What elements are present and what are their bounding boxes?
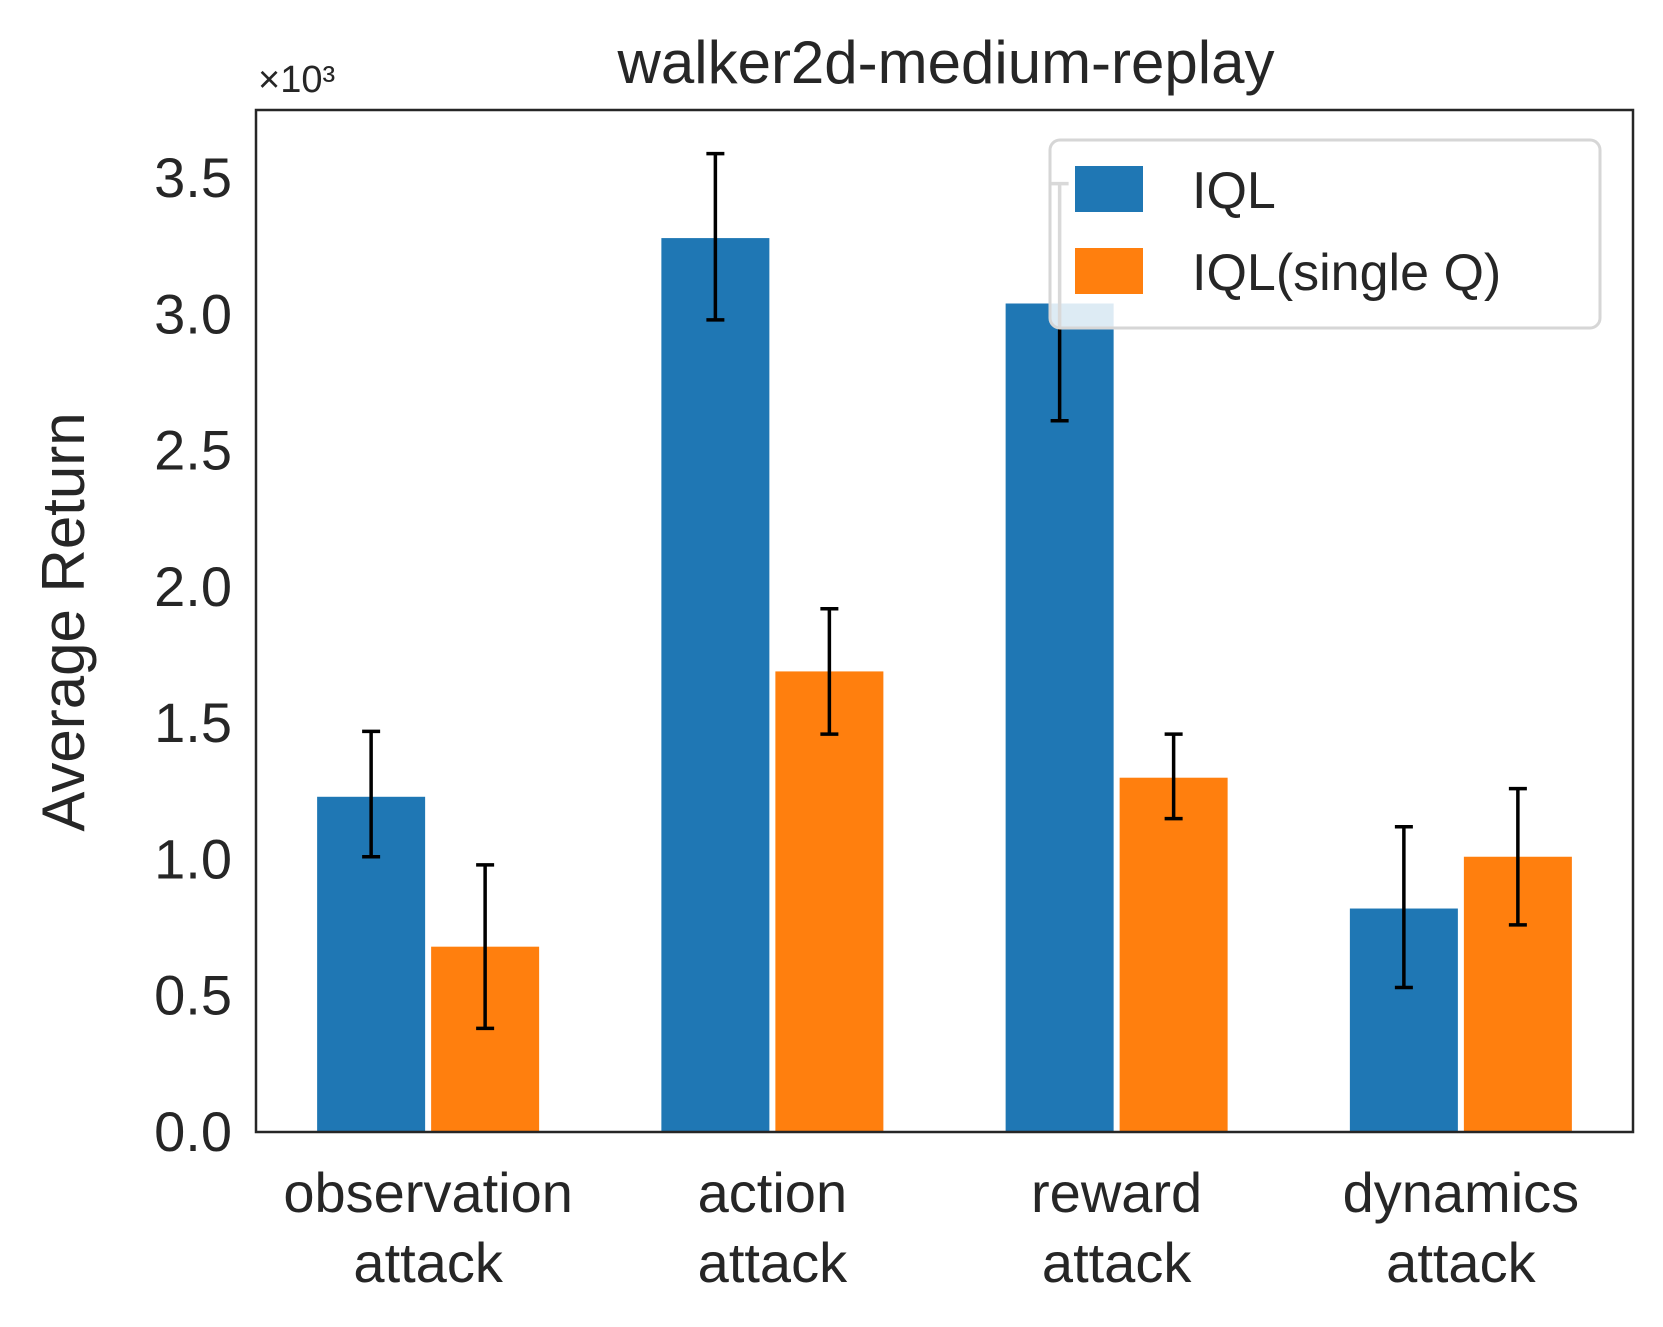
y-tick-label: 0.0: [154, 1100, 232, 1163]
x-tick-label: attack: [698, 1231, 848, 1294]
y-axis-label: Average Return: [30, 412, 97, 831]
legend-label: IQL(single Q): [1192, 244, 1501, 302]
x-axis-ticks: observation attack action attack reward attac…: [283, 1161, 1579, 1294]
y-tick-label: 1.5: [154, 691, 232, 754]
x-tick-label: attack: [1386, 1231, 1536, 1294]
chart-title: walker2d-medium-replay: [617, 29, 1275, 96]
y-tick-label: 2.0: [154, 555, 232, 618]
error-bars-layer: [362, 151, 1527, 1031]
x-tick-label: attack: [353, 1231, 503, 1294]
y-axis-ticks: 0.0 0.5 1.0 1.5 2.0 2.5 3.0 3.5: [154, 146, 232, 1163]
y-tick-label: 2.5: [154, 419, 232, 482]
bar-iql-single-q: [1119, 777, 1228, 1132]
legend-swatch: [1075, 248, 1143, 294]
bar-iql: [1005, 303, 1114, 1132]
legend-swatch: [1075, 166, 1143, 212]
y-tick-label: 3.0: [154, 282, 232, 345]
bars-layer: [317, 238, 1572, 1132]
x-tick-label: dynamics: [1343, 1161, 1580, 1224]
x-tick-label: attack: [1042, 1231, 1192, 1294]
plot-frame: [254, 108, 1635, 1134]
y-tick-label: 3.5: [154, 146, 232, 209]
y-tick-label: 1.0: [154, 827, 232, 890]
x-tick-label: observation: [283, 1161, 573, 1224]
x-tick-label: reward: [1031, 1161, 1202, 1224]
bar-iql-single-q: [775, 671, 884, 1132]
legend-box: [1048, 138, 1602, 330]
bar-iql: [661, 238, 770, 1132]
y-tick-label: 0.5: [154, 964, 232, 1027]
legend-label: IQL: [1192, 162, 1276, 220]
x-tick-label: action: [698, 1161, 847, 1224]
legend: IQL IQL(single Q): [1048, 138, 1602, 330]
y-axis-offset-label: ×10³: [258, 59, 335, 101]
